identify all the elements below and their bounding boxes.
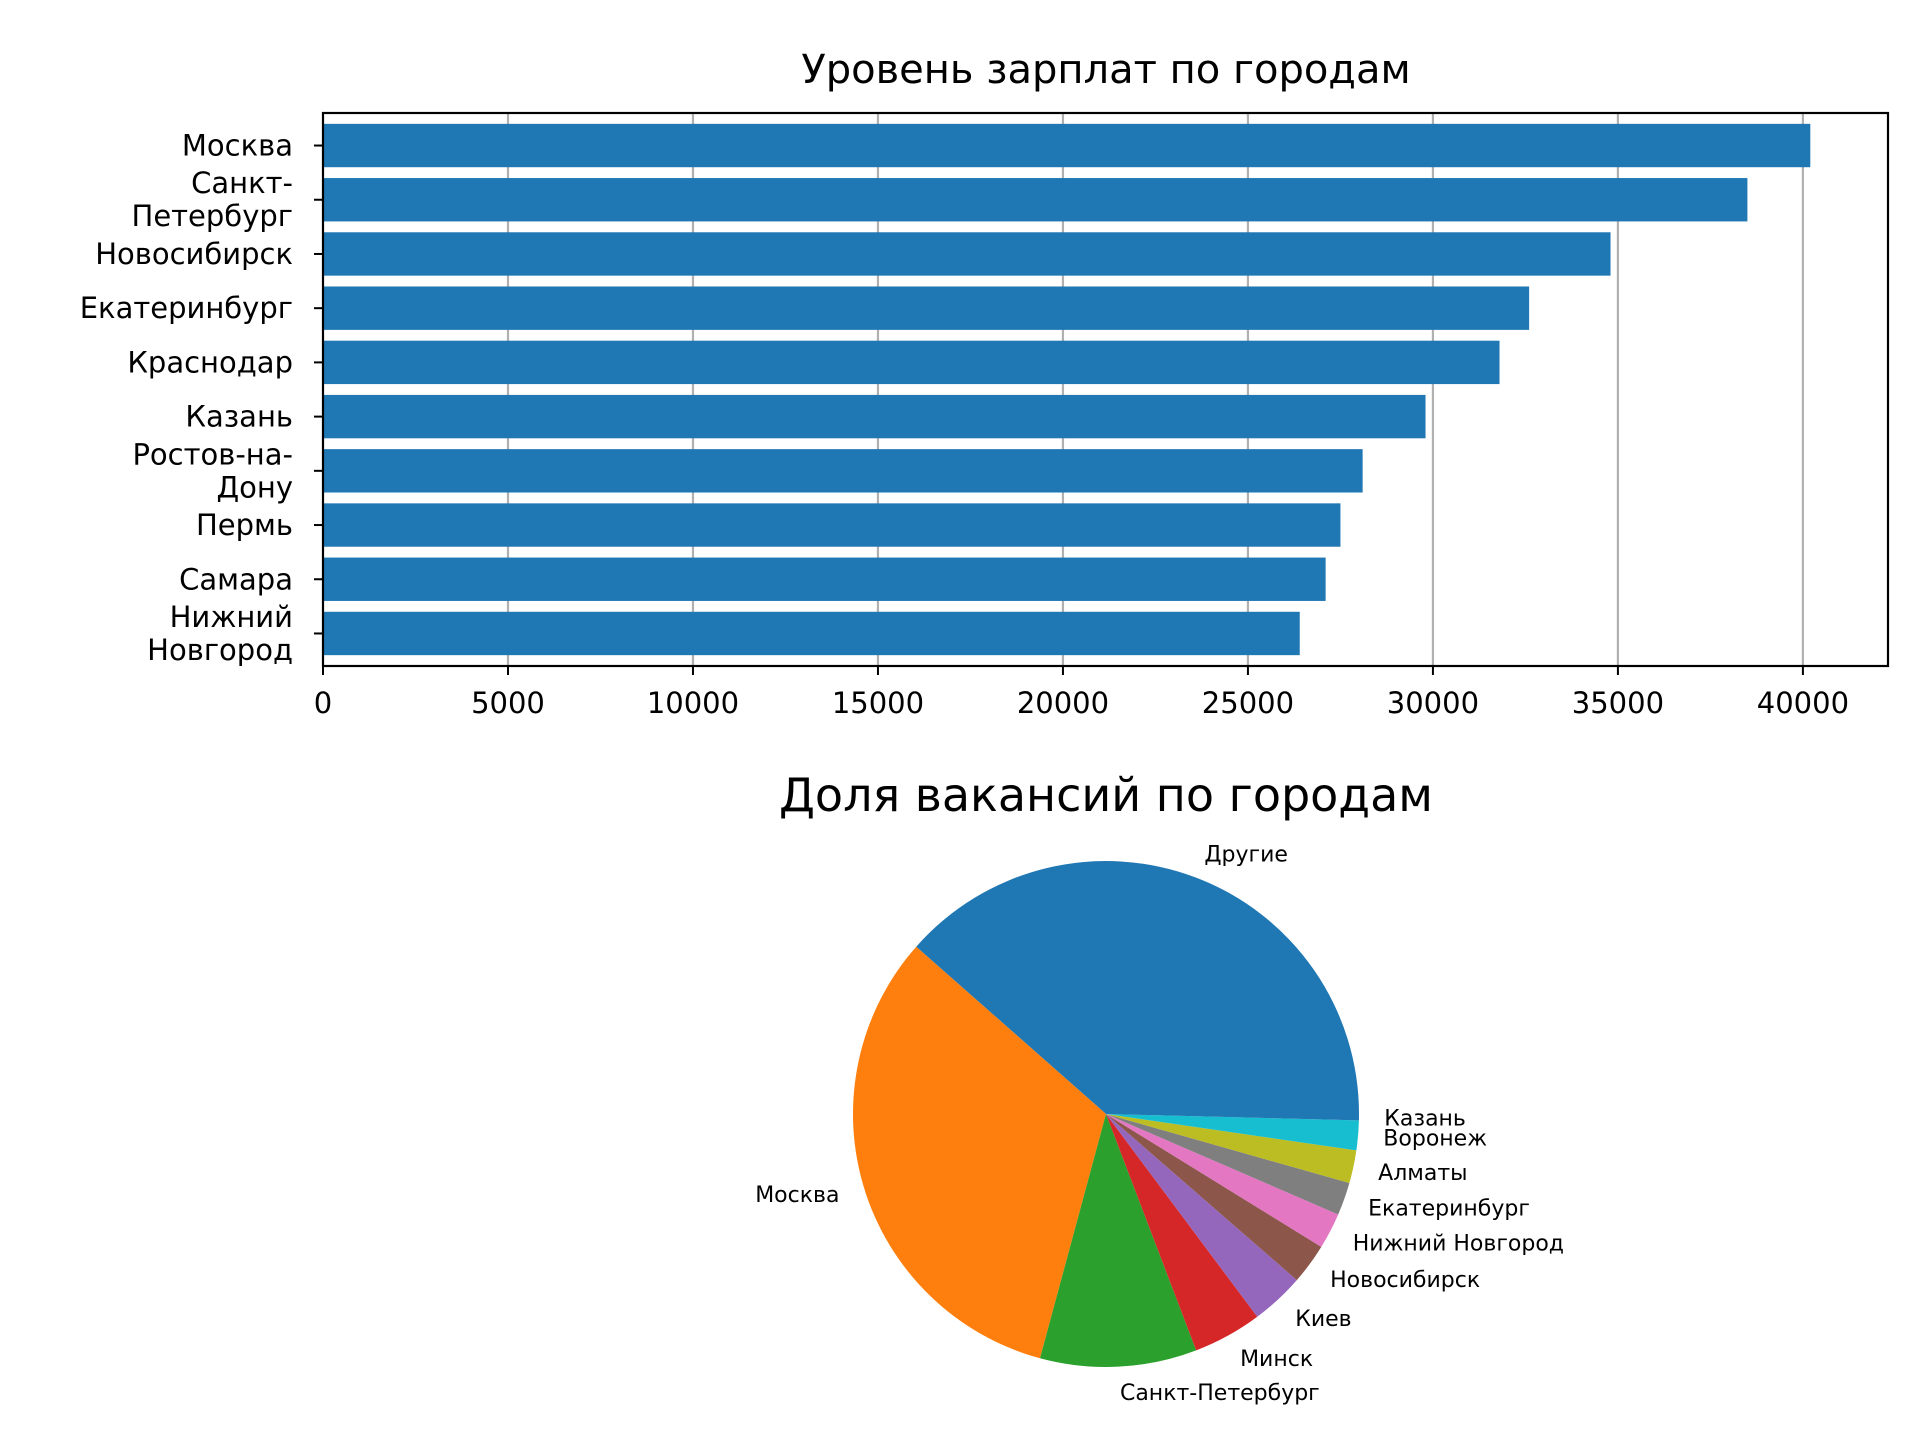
x-tick-label: 40000 xyxy=(1757,686,1849,720)
x-tick-label: 20000 xyxy=(1017,686,1109,720)
y-tick-label: Ростов-на- xyxy=(132,437,293,471)
x-tick-label: 30000 xyxy=(1387,686,1479,720)
salary-bar xyxy=(323,394,1426,439)
bar-chart-bars xyxy=(323,123,1811,656)
pie-slice-label: Киев xyxy=(1295,1307,1351,1332)
x-tick-label: 0 xyxy=(314,686,332,720)
pie-slice-label: Екатеринбург xyxy=(1368,1196,1530,1221)
salary-bar xyxy=(323,178,1748,222)
y-tick-label: Новосибирск xyxy=(95,237,293,271)
y-tick-label: Петербург xyxy=(132,199,293,233)
pie-slice-label: Новосибирск xyxy=(1330,1268,1480,1293)
salary-bar xyxy=(323,123,1811,168)
salary-bar xyxy=(323,340,1500,385)
y-tick-label: Пермь xyxy=(196,508,293,542)
salary-bar xyxy=(323,611,1300,656)
x-tick-label: 10000 xyxy=(647,686,739,720)
pie-chart-labels: Другие Москва Санкт-Петербург Минск Киев Ново… xyxy=(755,843,1564,1406)
salary-bar xyxy=(323,557,1326,601)
salary-bar xyxy=(323,449,1363,493)
pie-slice-label: Воронеж xyxy=(1383,1127,1487,1152)
x-tick-label: 35000 xyxy=(1572,686,1664,720)
pie-slice xyxy=(1106,1114,1322,1281)
y-tick-label: Москва xyxy=(182,129,293,163)
y-tick-label: Краснодар xyxy=(127,345,293,379)
vacancy-pie-chart: Доля вакансий по городам Другие Москва Сан… xyxy=(755,768,1564,1406)
bar-chart-x-axis: 0 5000 10000 15000 20000 25000 30000 35000 40000 xyxy=(314,666,1849,720)
salary-bar xyxy=(323,232,1611,276)
pie-slice xyxy=(1106,1114,1339,1247)
pie-slice xyxy=(1106,1114,1359,1151)
salary-bar-chart: Уровень зарплат по городам МоскваСанкт-П… xyxy=(80,47,1890,720)
pie-slice-label: Минск xyxy=(1240,1347,1313,1372)
x-tick-label: 15000 xyxy=(832,686,924,720)
salary-bar xyxy=(323,286,1530,330)
y-tick-label: Новгород xyxy=(147,633,293,667)
y-tick-label: Нижний xyxy=(170,600,293,634)
salary-bar xyxy=(323,503,1341,547)
y-tick-label: Екатеринбург xyxy=(80,291,293,325)
pie-slice-label: Москва xyxy=(755,1183,839,1208)
x-tick-label: 25000 xyxy=(1202,686,1294,720)
pie-slice xyxy=(1106,1114,1350,1215)
pie-slice-label: Другие xyxy=(1204,843,1288,868)
pie-slice xyxy=(1106,1114,1359,1121)
pie-slice-label: Санкт-Петербург xyxy=(1120,1381,1320,1406)
pie-slice xyxy=(1106,1114,1297,1317)
x-tick-label: 5000 xyxy=(471,686,545,720)
bar-chart-frame xyxy=(321,111,1890,668)
pie-slice-label: Нижний Новгород xyxy=(1353,1232,1564,1257)
pie-slice xyxy=(1040,1114,1197,1367)
pie-slice-label: Алматы xyxy=(1378,1161,1467,1186)
pie-slice-label: Казань xyxy=(1384,1106,1466,1131)
bar-chart-title: Уровень зарплат по городам xyxy=(801,47,1410,93)
y-tick-label: Казань xyxy=(185,400,293,434)
y-tick-label: Самара xyxy=(179,562,293,596)
y-tick-label: Санкт- xyxy=(191,166,293,200)
pie-slice xyxy=(1106,1114,1357,1184)
pie-slice xyxy=(852,946,1106,1359)
pie-chart-title: Доля вакансий по городам xyxy=(779,768,1433,822)
pie-slice xyxy=(916,861,1359,1114)
pie-chart-slices xyxy=(852,861,1359,1367)
pie-slice xyxy=(1106,1114,1258,1351)
y-tick-label: Дону xyxy=(216,470,293,504)
